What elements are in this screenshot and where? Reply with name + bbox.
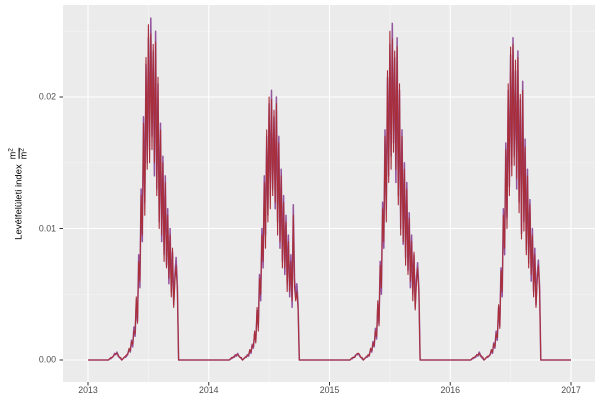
y-axis-title: Levélfelületi index m2 m2 bbox=[7, 148, 30, 240]
fraction-numerator: m2 bbox=[7, 148, 18, 160]
series-red-line bbox=[88, 24, 571, 361]
x-tick-label-2015: 2015 bbox=[319, 385, 340, 395]
y-tick-label-0.01: 0.01 bbox=[38, 223, 56, 234]
x-tick-label-2013: 2013 bbox=[78, 385, 98, 395]
x-tick-label-2017: 2017 bbox=[561, 385, 581, 395]
y-axis-title-text: Levélfelületi index bbox=[13, 164, 25, 240]
y-tick-label-0.00: 0.00 bbox=[38, 354, 56, 365]
x-tick-label-2016: 2016 bbox=[440, 385, 461, 395]
y-tick-label-0.02: 0.02 bbox=[38, 91, 56, 102]
ylabel-fraction: m2 m2 bbox=[7, 148, 30, 160]
fraction-denominator: m2 bbox=[18, 148, 30, 160]
x-tick-label-2014: 2014 bbox=[198, 385, 219, 395]
